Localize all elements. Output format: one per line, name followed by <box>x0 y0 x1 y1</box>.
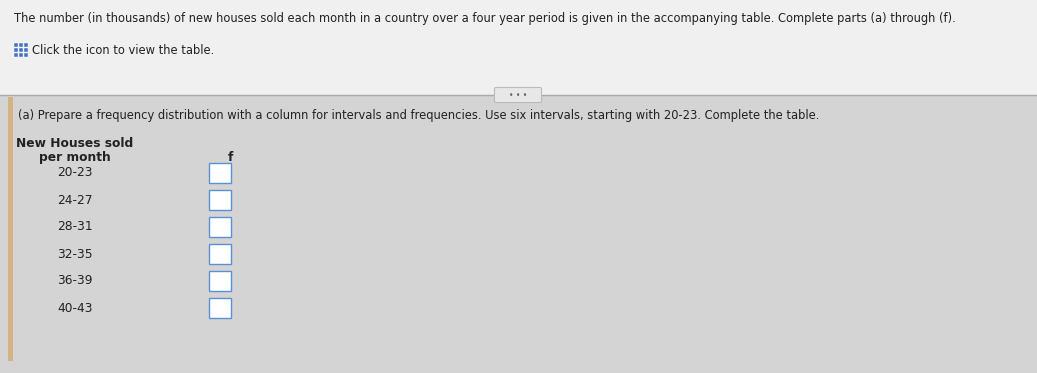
Bar <box>19 53 23 57</box>
Text: The number (in thousands) of new houses sold each month in a country over a four: The number (in thousands) of new houses … <box>15 12 956 25</box>
Bar <box>209 163 231 183</box>
Text: 24-27: 24-27 <box>57 194 92 207</box>
Text: Click the icon to view the table.: Click the icon to view the table. <box>32 44 215 57</box>
Bar <box>24 43 28 47</box>
Bar <box>209 244 231 264</box>
Bar <box>0 95 1037 373</box>
Text: • • •: • • • <box>509 91 527 100</box>
Bar <box>15 48 18 52</box>
Text: per month: per month <box>39 151 111 164</box>
Bar <box>209 298 231 318</box>
Text: 32-35: 32-35 <box>57 248 93 260</box>
Bar <box>209 271 231 291</box>
Bar <box>24 53 28 57</box>
Text: 28-31: 28-31 <box>57 220 93 233</box>
FancyBboxPatch shape <box>495 88 541 103</box>
Text: f: f <box>227 151 232 164</box>
Text: 20-23: 20-23 <box>57 166 92 179</box>
Text: New Houses sold: New Houses sold <box>17 137 134 150</box>
Text: (a) Prepare a frequency distribution with a column for intervals and frequencies: (a) Prepare a frequency distribution wit… <box>18 109 819 122</box>
Bar <box>8 97 13 361</box>
Bar <box>19 43 23 47</box>
Bar <box>209 217 231 237</box>
Text: 40-43: 40-43 <box>57 301 92 314</box>
Bar <box>15 43 18 47</box>
Text: 36-39: 36-39 <box>57 275 92 288</box>
Bar <box>15 53 18 57</box>
Bar <box>19 48 23 52</box>
Bar <box>0 0 1037 95</box>
Bar <box>209 190 231 210</box>
Bar <box>24 48 28 52</box>
